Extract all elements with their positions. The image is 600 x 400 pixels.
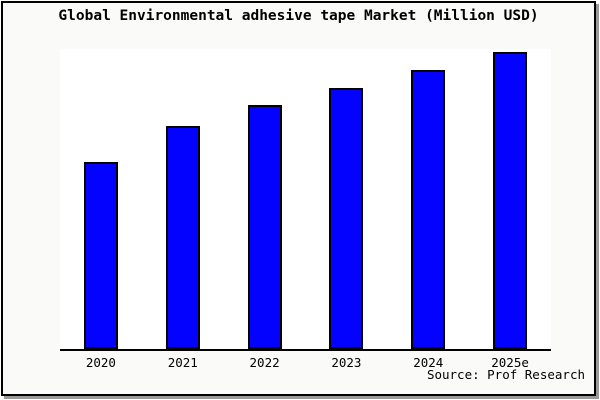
plot-area [60,49,551,351]
bar-2022 [247,105,282,349]
chart-title: Global Environmental adhesive tape Marke… [58,8,539,24]
x-tick-label-2021: 2021 [167,355,198,370]
x-axis-labels: 2020 2021 2022 2023 2024 2025e [60,355,551,371]
bar-2024 [411,69,446,349]
x-tick-label-2023: 2023 [331,355,362,370]
source-text: Source: Prof Research [426,367,585,382]
chart-frame: Global Environmental adhesive tape Marke… [1,1,596,396]
x-tick-label-2022: 2022 [249,355,280,370]
x-tick-label-2024: 2024 [413,355,444,370]
bar-2025e [493,52,528,349]
x-tick-label-2025e: 2025e [491,355,529,370]
bar-2023 [329,87,364,349]
x-tick-label-2020: 2020 [85,355,116,370]
bar-2020 [83,161,118,349]
bar-2021 [165,126,200,349]
